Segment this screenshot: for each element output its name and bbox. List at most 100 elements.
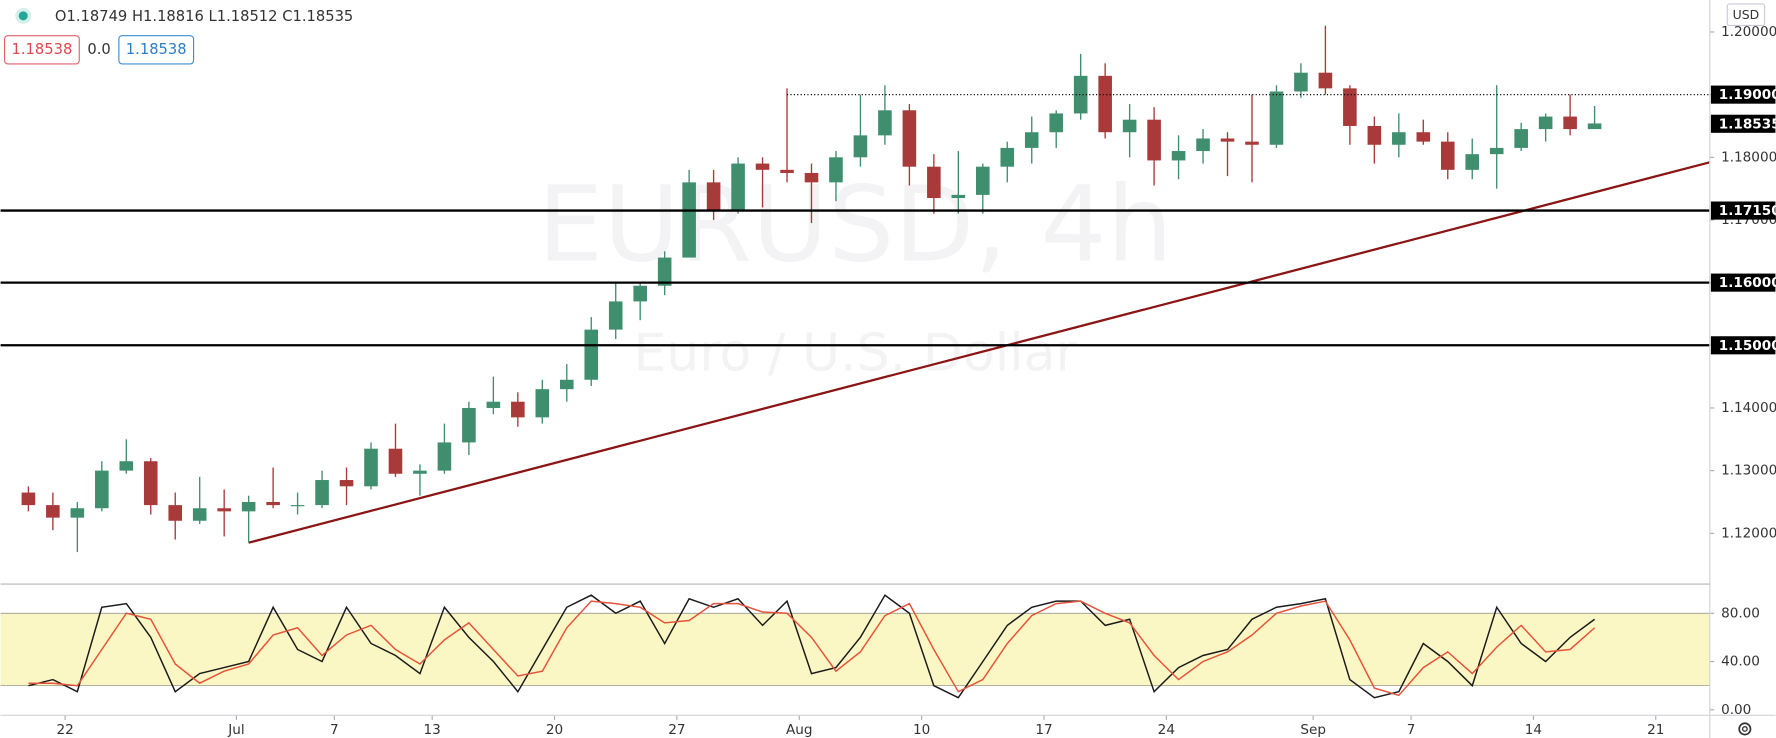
- ask-price: 1.18538: [126, 41, 187, 58]
- high: H1.18816: [132, 8, 204, 25]
- candle-body: [95, 470, 109, 509]
- x-tick-label: 24: [1158, 722, 1175, 738]
- candle-body: [584, 329, 599, 380]
- candle-body: [976, 166, 990, 195]
- watermark-description: Euro / U.S. Dollar: [633, 324, 1077, 384]
- open: O1.18749: [55, 8, 127, 25]
- candle-body: [388, 448, 403, 474]
- x-tick-label: 27: [668, 722, 685, 738]
- candle-body: [755, 163, 770, 170]
- x-tick-label: 17: [1035, 722, 1052, 738]
- candle-body: [168, 505, 183, 521]
- candle-body: [46, 505, 60, 518]
- candle-body: [217, 508, 231, 512]
- level-badge: [1710, 273, 1776, 292]
- candle-body: [1294, 72, 1308, 92]
- x-tick-label: 20: [546, 722, 563, 738]
- x-tick-label: 10: [913, 722, 930, 738]
- candle-body: [1392, 132, 1406, 145]
- candle-body: [1073, 75, 1088, 114]
- candle-body: [1098, 75, 1112, 133]
- trendline: [248, 161, 1711, 544]
- buy-button[interactable]: [118, 35, 195, 65]
- candle-body: [535, 389, 550, 418]
- candle-body: [1416, 132, 1431, 142]
- sell-button[interactable]: [3, 35, 80, 65]
- candle-body: [1000, 147, 1015, 167]
- status-dot[interactable]: [18, 11, 28, 21]
- candle-body: [780, 169, 794, 173]
- candle-body: [878, 110, 892, 136]
- candle-body: [266, 501, 280, 506]
- x-tick-label: 21: [1647, 722, 1664, 738]
- candle-body: [927, 166, 941, 199]
- candle-body: [339, 480, 354, 487]
- candle-body: [633, 285, 647, 302]
- candle-body: [290, 505, 305, 507]
- y-tick-label: 1.13000: [1721, 463, 1776, 479]
- candle-body: [1220, 138, 1235, 142]
- candle-body: [1245, 141, 1259, 145]
- candle-body: [1024, 132, 1039, 148]
- oscillator-line: [28, 594, 1596, 699]
- watermark-symbol: EURUSD, 4h: [538, 163, 1173, 285]
- x-tick-label: 13: [424, 722, 441, 738]
- candle-body: [657, 257, 672, 286]
- settings-icon[interactable]: [1738, 722, 1752, 736]
- oscillator-band: [0, 613, 1710, 686]
- candle-body: [486, 401, 501, 408]
- y-tick-label: 40.00: [1721, 654, 1760, 670]
- candle-body: [21, 492, 36, 506]
- y-tick-label: 1.14000: [1721, 400, 1776, 416]
- x-tick-label: Aug: [786, 722, 813, 738]
- level-badge: [1710, 85, 1776, 104]
- candle-body: [1147, 119, 1161, 161]
- candle-body: [682, 182, 696, 258]
- currency: USD: [1733, 7, 1760, 22]
- spread: 0.0: [87, 41, 110, 58]
- candle-body: [1269, 91, 1284, 145]
- x-tick-label: 14: [1525, 722, 1542, 738]
- candle-body: [511, 401, 525, 418]
- candle-body: [731, 163, 745, 211]
- bid-price: 1.18538: [11, 41, 72, 58]
- candle-body: [1587, 123, 1602, 130]
- candle-body: [1343, 88, 1357, 126]
- low: L1.18512: [209, 8, 278, 25]
- x-tick-label: Sep: [1300, 722, 1326, 738]
- candle-body: [902, 110, 917, 167]
- candle-body: [241, 501, 256, 512]
- candle-body: [192, 508, 207, 521]
- y-tick-label: 80.00: [1721, 605, 1760, 621]
- candle-body: [1514, 129, 1528, 148]
- y-tick-label: 0.00: [1721, 702, 1751, 718]
- level-badge: [1710, 336, 1776, 355]
- candle-body: [1196, 138, 1210, 152]
- level-label: 1.15000: [1719, 338, 1776, 354]
- candle-body: [1563, 116, 1577, 130]
- x-tick-label: 22: [56, 722, 73, 738]
- y-tick-label: 1.18000: [1721, 149, 1776, 165]
- candle-body: [706, 182, 721, 211]
- ohlc-header: O1.18749 H1.18816 L1.18512 C1.18535: [55, 8, 353, 25]
- close: C1.18535: [282, 8, 353, 25]
- candle-body: [437, 442, 452, 471]
- candle-body: [1171, 151, 1186, 161]
- plot-layer: 1.120001.130001.140001.150001.160001.170…: [0, 24, 1776, 738]
- candle-body: [1489, 147, 1504, 155]
- candle-body: [1122, 119, 1137, 133]
- candle-body: [829, 157, 843, 183]
- last-price-badge: [1710, 114, 1776, 133]
- currency-button[interactable]: [1726, 3, 1766, 27]
- candle-body: [70, 508, 85, 518]
- x-tick-label: 7: [330, 722, 339, 738]
- last-price-label: 1.18535: [1719, 116, 1776, 132]
- candle-body: [853, 135, 868, 158]
- y-tick-label: 1.12000: [1721, 525, 1776, 541]
- candle-body: [315, 480, 329, 506]
- oscillator-line: [28, 600, 1596, 697]
- level-label: 1.16000: [1719, 275, 1776, 291]
- candle-body: [1465, 154, 1480, 170]
- candle-body: [608, 301, 623, 330]
